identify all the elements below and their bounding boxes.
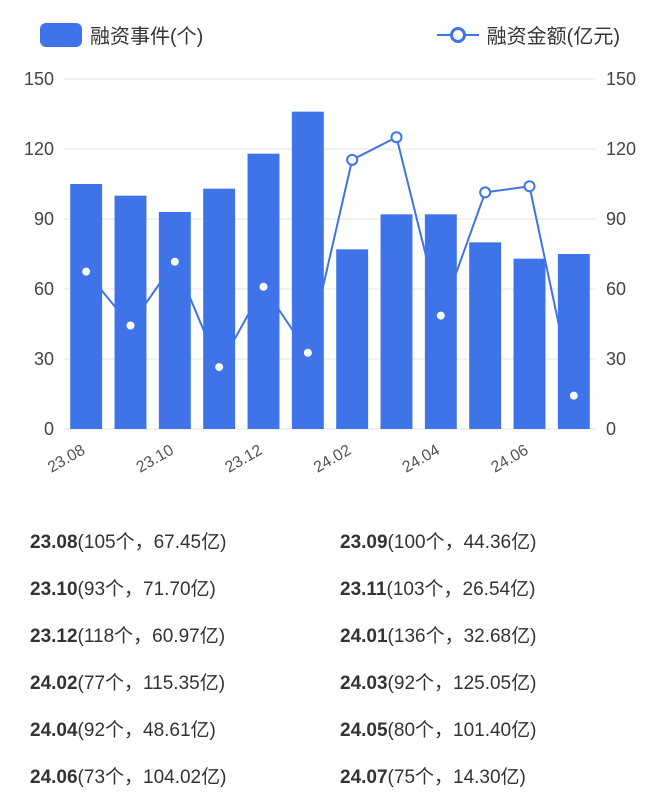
table-values: (105个，67.45亿)	[78, 532, 227, 553]
line-marker	[569, 391, 579, 401]
table-row: 23.10(93个，71.70亿)	[30, 574, 320, 601]
table-row: 24.05(80个，101.40亿)	[340, 715, 630, 742]
y-left-tick: 0	[44, 419, 54, 439]
bar	[514, 259, 546, 429]
table-period: 24.01	[340, 626, 388, 647]
table-period: 23.08	[30, 532, 78, 553]
line-marker	[347, 155, 357, 165]
table-values: (100个，44.36亿)	[388, 532, 537, 553]
line-marker	[170, 257, 180, 267]
table-row: 24.06(73个，104.02亿)	[30, 762, 320, 789]
x-tick-label: 24.06	[488, 442, 531, 477]
data-table: 23.08(105个，67.45亿) 23.09(100个，44.36亿) 23.1…	[0, 499, 660, 809]
bar	[70, 184, 102, 429]
y-left-tick: 120	[24, 139, 54, 159]
table-values: (77个，115.35亿)	[78, 673, 226, 694]
line-marker	[525, 181, 535, 191]
y-right-tick: 150	[606, 69, 636, 89]
y-right-tick: 60	[606, 279, 626, 299]
table-values: (118个，60.97亿)	[78, 626, 226, 647]
line-marker	[214, 362, 224, 372]
table-values: (80个，101.40亿)	[388, 720, 537, 741]
table-row: 23.11(103个，26.54亿)	[340, 574, 630, 601]
y-right-tick: 120	[606, 139, 636, 159]
y-left-tick: 30	[34, 349, 54, 369]
legend-line-marker	[450, 27, 466, 43]
table-period: 23.11	[340, 579, 387, 600]
table-period: 24.04	[30, 720, 78, 741]
x-tick-label: 24.04	[400, 442, 443, 477]
bar	[469, 242, 501, 429]
table-values: (92个，125.05亿)	[388, 673, 537, 694]
table-period: 23.12	[30, 626, 78, 647]
table-row: 24.01(136个，32.68亿)	[340, 621, 630, 648]
table-period: 24.03	[340, 673, 388, 694]
line-marker	[259, 282, 269, 292]
chart-svg: 0 0 30 30 60 60 90 90 120 120 150 150 23.08 23.10 23.1…	[8, 69, 652, 499]
y-right-tick: 90	[606, 209, 626, 229]
legend-line-swatch	[437, 25, 479, 45]
y-left-tick: 60	[34, 279, 54, 299]
table-period: 24.07	[340, 767, 388, 788]
table-row: 23.08(105个，67.45亿)	[30, 527, 320, 554]
y-left-tick: 90	[34, 209, 54, 229]
line-marker	[126, 320, 136, 330]
x-tick-label: 23.12	[222, 442, 265, 477]
table-row: 24.02(77个，115.35亿)	[30, 668, 320, 695]
line-marker	[303, 348, 313, 358]
table-row: 24.07(75个，14.30亿)	[340, 762, 630, 789]
legend-item-bar: 融资事件(个)	[40, 20, 203, 49]
bar	[159, 212, 191, 429]
legend-bar-label: 融资事件(个)	[90, 20, 203, 49]
legend-line-label: 融资金额(亿元)	[487, 20, 620, 49]
chart-area: 0 0 30 30 60 60 90 90 120 120 150 150 23.08 23.10 23.1…	[0, 59, 660, 499]
bar	[336, 249, 368, 429]
x-tick-label: 23.08	[45, 442, 88, 477]
table-values: (75个，14.30亿)	[388, 767, 526, 788]
y-left-tick: 150	[24, 69, 54, 89]
table-period: 24.02	[30, 673, 78, 694]
line-marker	[436, 311, 446, 321]
bar	[425, 214, 457, 429]
bar	[203, 189, 235, 429]
table-period: 23.09	[340, 532, 388, 553]
table-values: (103个，26.54亿)	[387, 579, 536, 600]
bar	[292, 112, 324, 429]
line-marker	[392, 132, 402, 142]
table-values: (93个，71.70亿)	[78, 579, 216, 600]
line-marker	[480, 187, 490, 197]
table-row: 24.04(92个，48.61亿)	[30, 715, 320, 742]
legend-bar-swatch	[40, 23, 82, 47]
table-period: 24.05	[340, 720, 388, 741]
y-right-tick: 30	[606, 349, 626, 369]
chart-legend: 融资事件(个) 融资金额(亿元)	[0, 0, 660, 59]
table-row: 24.03(92个，125.05亿)	[340, 668, 630, 695]
table-period: 24.06	[30, 767, 78, 788]
bar	[381, 214, 413, 429]
y-right-tick: 0	[606, 419, 616, 439]
table-values: (92个，48.61亿)	[78, 720, 216, 741]
table-row: 23.09(100个，44.36亿)	[340, 527, 630, 554]
table-period: 23.10	[30, 579, 78, 600]
table-values: (136个，32.68亿)	[388, 626, 537, 647]
line-marker	[81, 267, 91, 277]
legend-item-line: 融资金额(亿元)	[437, 20, 620, 49]
table-values: (73个，104.02亿)	[78, 767, 227, 788]
table-row: 23.12(118个，60.97亿)	[30, 621, 320, 648]
x-tick-label: 24.02	[311, 442, 354, 477]
x-tick-label: 23.10	[134, 442, 177, 477]
